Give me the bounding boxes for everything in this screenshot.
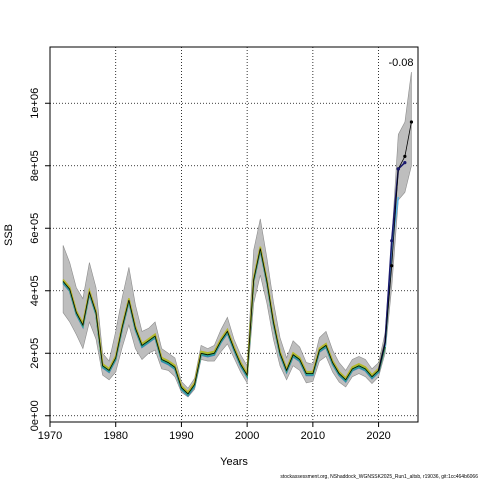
x-tick-label: 2000	[235, 430, 259, 442]
footer-source: stockassessment.org, NShaddock_WGNSSK202…	[280, 474, 478, 480]
base-run-point	[409, 120, 414, 124]
base-run-point	[390, 264, 394, 268]
series-lines	[62, 121, 412, 398]
confidence-band-area	[62, 71, 412, 398]
base-run-line	[62, 121, 412, 395]
x-tick-label: 2020	[366, 430, 390, 442]
x-tick-label: 1990	[169, 430, 193, 442]
x-axis: 1970 1980 1990 2000 2010 2020	[38, 422, 391, 442]
base-run-point	[403, 154, 407, 158]
y-axis-label: SSB	[3, 224, 15, 246]
y-tick-label: 4e+05	[29, 275, 41, 306]
x-tick-label: 1980	[103, 430, 127, 442]
plot-frame	[49, 46, 419, 423]
y-tick-label: 0e+00	[29, 400, 41, 431]
y-axis: 0e+00 2e+05 4e+05 6e+05 8e+05 1e+06	[29, 88, 50, 431]
x-tick-label: 1970	[38, 430, 62, 442]
annotation-rho: -0.08	[388, 57, 413, 69]
x-axis-label: Years	[220, 456, 248, 468]
x-tick-label: 2010	[301, 430, 325, 442]
y-tick-label: 8e+05	[29, 150, 41, 181]
y-tick-label: 6e+05	[29, 213, 41, 244]
recent-peel-point	[390, 239, 394, 243]
y-tick-label: 1e+06	[29, 88, 41, 119]
recent-peel-point	[396, 167, 400, 171]
series-points	[390, 120, 414, 268]
y-tick-label: 2e+05	[29, 338, 41, 369]
confidence-band	[62, 71, 412, 398]
recent-peel-point	[403, 161, 407, 165]
